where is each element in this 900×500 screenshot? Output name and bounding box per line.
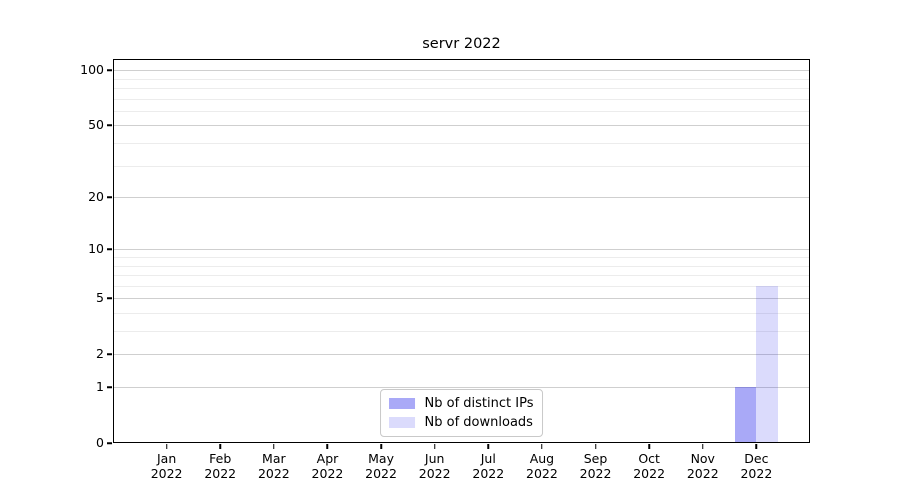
legend-item-downloads: Nb of downloads	[388, 415, 534, 430]
legend-swatch-downloads	[388, 417, 415, 428]
x-axis-tick-label: Nov 2022	[686, 451, 719, 481]
x-axis-tick	[433, 444, 436, 449]
gridline-minor	[113, 88, 810, 89]
legend: Nb of distinct IPs Nb of downloads	[379, 389, 544, 437]
y-axis-tick-label: 2	[96, 346, 104, 362]
gridline-major	[113, 197, 810, 199]
gridline-minor	[113, 312, 810, 314]
y-axis-tick	[107, 124, 112, 127]
gridline-minor	[113, 165, 810, 167]
x-axis-tick-label: Jan 2022	[150, 451, 183, 481]
x-axis-tick-label: Feb 2022	[204, 451, 237, 481]
x-axis-tick	[487, 444, 490, 449]
x-axis-tick	[380, 444, 382, 449]
x-axis-tick-label: Mar 2022	[257, 451, 290, 481]
x-axis-tick-label: Apr 2022	[311, 451, 344, 481]
gridline-minor	[113, 256, 810, 258]
y-axis-tick	[107, 248, 112, 251]
y-axis-tick-label: 10	[88, 241, 104, 257]
x-axis-tick	[273, 444, 275, 449]
x-axis-tick	[219, 444, 221, 449]
plot-border	[113, 59, 810, 443]
x-axis-tick-label: Dec 2022	[740, 451, 773, 481]
x-axis-tick	[594, 444, 597, 449]
y-axis-tick	[107, 442, 112, 444]
y-axis-tick	[107, 297, 112, 299]
gridline-minor	[113, 331, 810, 332]
x-axis-tick-label: Sep 2022	[579, 451, 612, 481]
x-axis-tick	[702, 444, 704, 449]
legend-label-downloads: Nb of downloads	[424, 415, 533, 430]
y-axis-tick-label: 1	[96, 379, 104, 394]
legend-item-distinct-ips: Nb of distinct IPs	[388, 396, 534, 411]
gridline-minor	[113, 110, 810, 112]
x-axis-tick-label: Aug 2022	[526, 451, 558, 481]
y-axis-tick	[107, 69, 112, 71]
y-axis-tick-label: 20	[88, 189, 104, 205]
gridline-minor	[113, 265, 810, 267]
gridline-minor	[113, 98, 810, 100]
bar-distinct-ips	[734, 387, 757, 443]
y-axis-tick	[107, 353, 112, 355]
gridline-minor	[113, 78, 810, 80]
x-axis-tick-label: May 2022	[365, 451, 397, 481]
gridline-major	[113, 298, 810, 300]
chart-title: servr 2022	[422, 36, 501, 52]
gridline-major	[113, 125, 810, 127]
x-axis-tick	[648, 444, 650, 449]
y-axis-tick-label: 5	[96, 290, 104, 306]
x-axis-tick	[165, 444, 168, 449]
y-axis-tick-label: 100	[80, 62, 104, 78]
gridline-major	[113, 387, 810, 388]
x-axis-tick	[541, 444, 543, 449]
y-axis-tick	[107, 386, 112, 388]
x-axis-tick	[755, 444, 758, 449]
gridline-major	[113, 249, 810, 251]
legend-swatch-distinct-ips	[388, 398, 415, 409]
gridline-minor	[113, 275, 810, 277]
bar-downloads	[756, 285, 778, 443]
x-axis-tick-label: Oct 2022	[633, 451, 666, 481]
x-axis-tick	[326, 444, 329, 449]
gridline-minor	[113, 285, 810, 287]
gridline-major	[113, 354, 810, 356]
gridline-minor	[113, 143, 810, 144]
legend-label-distinct-ips: Nb of distinct IPs	[424, 396, 534, 411]
x-axis-tick-label: Jul 2022	[472, 451, 505, 481]
x-axis-tick-label: Jun 2022	[418, 451, 451, 481]
y-axis-tick-label: 50	[88, 117, 104, 133]
y-axis-tick-label: 0	[96, 435, 104, 450]
gridline-major	[113, 70, 810, 72]
y-axis-tick	[107, 196, 112, 198]
plot-area: Nb of distinct IPs Nb of downloads 0 1 2 5 1…	[80, 59, 810, 481]
